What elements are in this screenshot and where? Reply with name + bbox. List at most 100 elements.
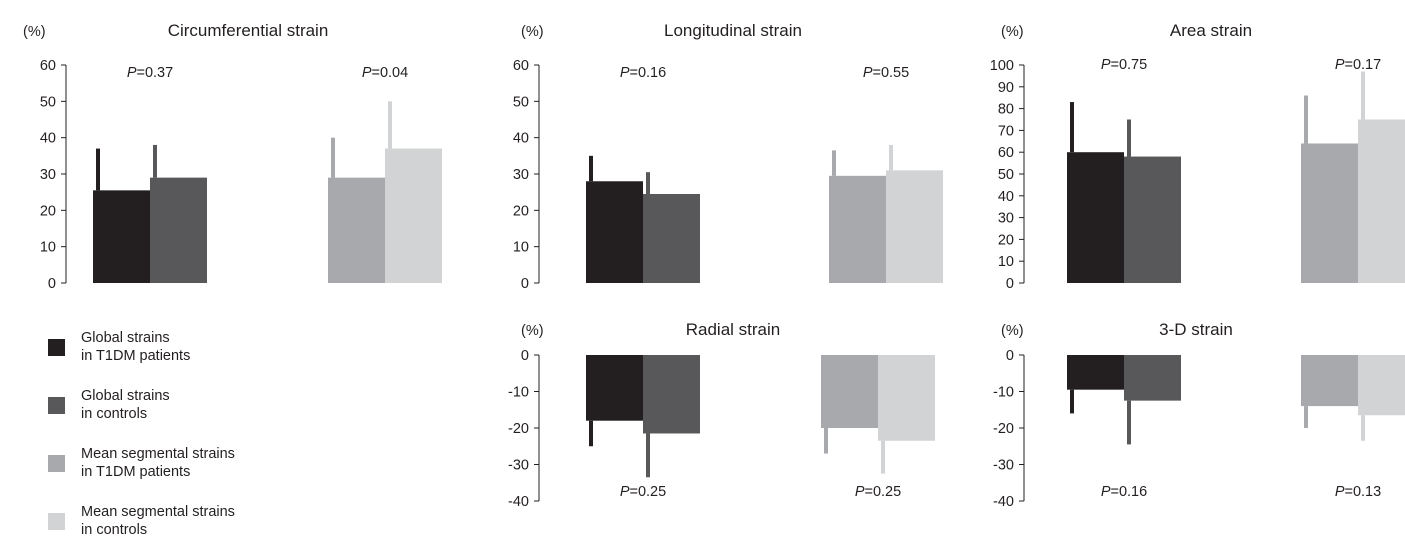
p-symbol: P: [620, 484, 630, 500]
y-tick-label: 0: [48, 276, 56, 292]
legend-swatch-global-controls: [48, 396, 65, 414]
chart-title: Longitudinal strain: [664, 21, 802, 40]
legend-label-line1: Mean segmental strains: [81, 446, 235, 462]
y-tick-label: 40: [513, 131, 529, 147]
p-value-label: P=0.17: [1335, 57, 1381, 73]
p-value: =0.16: [1110, 484, 1147, 500]
bar: [821, 355, 878, 428]
legend-label: Mean segmental strains in controls: [81, 503, 321, 539]
p-value: =0.13: [1344, 484, 1381, 500]
legend-label-line2: in T1DM patients: [81, 464, 191, 480]
y-tick-label: -40: [508, 494, 529, 510]
bar: [829, 175, 886, 283]
y-tick-label: 40: [40, 131, 56, 147]
bar: [1124, 355, 1181, 401]
p-value-label: P=0.16: [620, 65, 666, 81]
y-tick-label: 30: [40, 167, 56, 183]
bar: [586, 355, 643, 421]
chart-title: Radial strain: [686, 320, 781, 339]
y-tick-label: 30: [998, 211, 1014, 227]
p-value-label: P=0.75: [1101, 57, 1147, 73]
p-value-label: P=0.04: [362, 65, 408, 81]
bar: [1301, 355, 1358, 407]
p-value: =0.16: [629, 65, 666, 81]
chart-title: Area strain: [1170, 21, 1252, 40]
bar: [1067, 152, 1124, 283]
chart-title: 3-D strain: [1159, 320, 1233, 339]
legend-item-segmental-t1dm: Mean segmental strains in T1DM patients: [48, 434, 321, 492]
y-tick-label: 20: [513, 203, 529, 219]
p-symbol: P: [620, 65, 630, 81]
y-tick-label: 50: [40, 94, 56, 110]
y-tick-label: 30: [513, 167, 529, 183]
bar: [385, 148, 442, 283]
p-symbol: P: [863, 65, 873, 81]
bar: [328, 177, 385, 283]
y-tick-label: 0: [521, 276, 529, 292]
y-tick-label: -40: [993, 494, 1014, 510]
y-tick-label: 10: [40, 240, 56, 256]
p-value-label: P=0.25: [620, 484, 666, 500]
y-tick-label: 70: [998, 123, 1014, 139]
y-tick-label: 0: [521, 348, 529, 364]
legend-label-line2: in T1DM patients: [81, 348, 191, 364]
bar: [878, 355, 935, 441]
p-symbol: P: [127, 65, 137, 81]
y-tick-label: -30: [993, 458, 1014, 474]
y-tick-label: 20: [40, 203, 56, 219]
legend: Global strains in T1DM patients Global s…: [48, 318, 321, 550]
bar: [1067, 355, 1124, 390]
y-tick-label: 60: [40, 58, 56, 74]
p-value-label: P=0.16: [1101, 484, 1147, 500]
p-symbol: P: [1335, 57, 1345, 73]
p-value: =0.17: [1344, 57, 1381, 73]
p-symbol: P: [362, 65, 372, 81]
p-value-label: P=0.55: [863, 65, 909, 81]
y-tick-label: 50: [513, 94, 529, 110]
p-symbol: P: [855, 484, 865, 500]
bar: [1124, 156, 1181, 283]
p-value: =0.25: [629, 484, 666, 500]
bar: [886, 170, 943, 283]
legend-label-line2: in controls: [81, 522, 148, 538]
legend-label: Global strains in T1DM patients: [81, 329, 321, 365]
legend-item-global-controls: Global strains in controls: [48, 376, 321, 434]
y-tick-label: 60: [513, 58, 529, 74]
y-tick-label: 50: [998, 167, 1014, 183]
y-tick-label: 20: [998, 232, 1014, 248]
bar: [586, 181, 643, 283]
legend-label-line1: Global strains: [81, 330, 170, 346]
p-symbol: P: [1101, 57, 1111, 73]
legend-swatch-global-t1dm: [48, 338, 65, 356]
y-tick-label: -20: [993, 421, 1014, 437]
chart-title: Circumferential strain: [168, 21, 329, 40]
y-tick-label: -10: [508, 385, 529, 401]
bar: [1301, 143, 1358, 283]
legend-label-line2: in controls: [81, 406, 148, 422]
y-axis-unit-label: (%): [521, 323, 544, 339]
y-tick-label: 0: [1006, 276, 1014, 292]
y-tick-label: 90: [998, 80, 1014, 96]
y-axis-unit-label: (%): [1001, 323, 1024, 339]
p-symbol: P: [1335, 484, 1345, 500]
bar: [1358, 355, 1405, 416]
bar: [1358, 119, 1405, 283]
y-axis-unit-label: (%): [23, 24, 46, 40]
y-tick-label: 10: [513, 240, 529, 256]
y-tick-label: -10: [993, 385, 1014, 401]
legend-label-line1: Mean segmental strains: [81, 504, 235, 520]
y-tick-label: -20: [508, 421, 529, 437]
y-tick-label: 10: [998, 254, 1014, 270]
y-tick-label: 0: [1006, 348, 1014, 364]
bar: [643, 355, 700, 434]
legend-label: Global strains in controls: [81, 387, 321, 423]
y-axis-unit-label: (%): [1001, 24, 1024, 40]
y-tick-label: 40: [998, 189, 1014, 205]
legend-swatch-segmental-t1dm: [48, 454, 65, 472]
p-symbol: P: [1101, 484, 1111, 500]
p-value-label: P=0.25: [855, 484, 901, 500]
bar: [150, 177, 207, 283]
p-value: =0.04: [371, 65, 408, 81]
legend-item-segmental-controls: Mean segmental strains in controls: [48, 492, 321, 550]
y-tick-label: 100: [990, 58, 1014, 74]
